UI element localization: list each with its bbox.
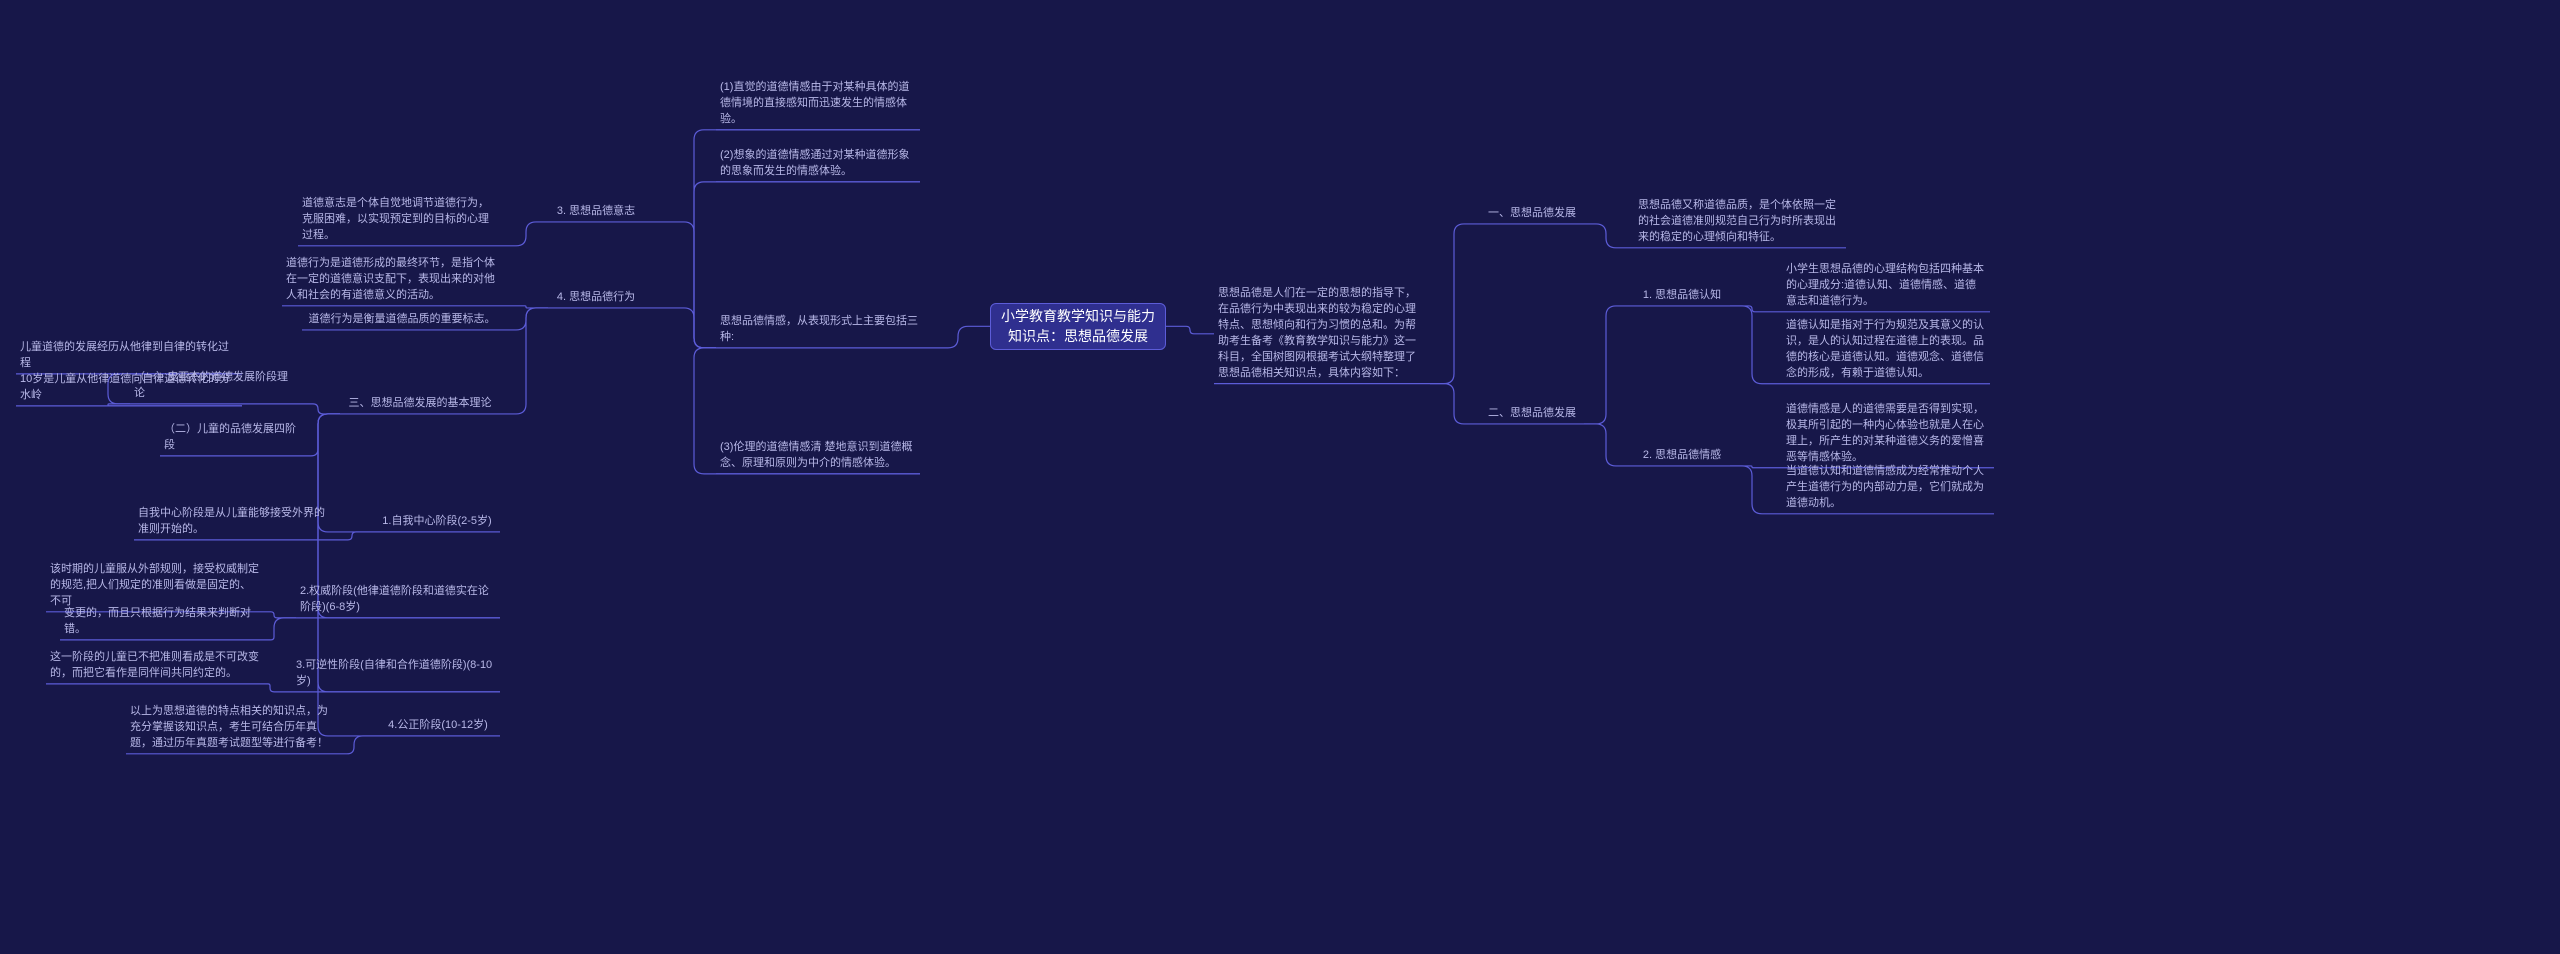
mindmap-node: 儿童道德的发展经历从他律到自律的转化过程	[16, 338, 242, 374]
mindmap-node: 道德情感是人的道德需要是否得到实现，极其所引起的一种内心体验也就是人在心理上，所…	[1782, 400, 1994, 468]
mindmap-node: (2)想象的道德情感通过对某种道德形象的思象而发生的情感体验。	[716, 146, 920, 182]
mindmap-node: 4.公正阶段(10-12岁)	[376, 716, 500, 736]
root-node: 小学教育教学知识与能力 知识点：思想品德发展	[990, 303, 1166, 350]
mindmap-node: (3)伦理的道德情感清 楚地意识到道德概念、原理和原则为中介的情感体验。	[716, 438, 920, 474]
mindmap-node: 二、思想品德发展	[1480, 404, 1584, 424]
mindmap-node: 三、思想品德发展的基本理论	[340, 394, 500, 414]
mindmap-node: 自我中心阶段是从儿童能够接受外界的准则开始的。	[134, 504, 338, 540]
mindmap-node: 2. 思想品德情感	[1634, 446, 1730, 466]
mindmap-node: 3.可逆性阶段(自律和合作道德阶段)(8-10岁)	[292, 656, 500, 692]
mindmap-node: (1)直觉的道德情感由于对某种具体的道德情境的直接感知而迅速发生的情感体验。	[716, 78, 920, 130]
mindmap-node: 3. 思想品德意志	[548, 202, 644, 222]
mindmap-node: 小学生思想品德的心理结构包括四种基本的心理成分:道德认知、道德情感、道德意志和道…	[1782, 260, 1990, 312]
mindmap-node: 这一阶段的儿童已不把准则看成是不可改变的，而把它看作是同伴间共同约定的。	[46, 648, 266, 684]
mindmap-node: 变更的，而且只根据行为结果来判断对错。	[60, 604, 268, 640]
mindmap-canvas	[0, 0, 2560, 954]
mindmap-node: 道德行为是道德形成的最终环节，是指个体在一定的道德意识支配下，表现出来的对他人和…	[282, 254, 502, 306]
mindmap-node: 道德认知是指对于行为规范及其意义的认识，是人的认知过程在道德上的表现。品德的核心…	[1782, 316, 1990, 384]
mindmap-node: 一、思想品德发展	[1480, 204, 1584, 224]
mindmap-node: 2.权威阶段(他律道德阶段和道德实在论阶段)(6-8岁)	[296, 582, 500, 618]
mindmap-node: 思想品德是人们在一定的思想的指导下，在品德行为中表现出来的较为稳定的心理特点、思…	[1214, 284, 1430, 384]
mindmap-node: 思想品德情感，从表现形式上主要包括三种:	[716, 312, 926, 348]
mindmap-node: 1. 思想品德认知	[1634, 286, 1730, 306]
mindmap-node: 1.自我中心阶段(2-5岁)	[374, 512, 500, 532]
mindmap-node: 道德行为是衡量道德品质的重要标志。	[302, 310, 502, 330]
mindmap-node: 10岁是儿童从他律道德向自律道德转化的分水岭	[16, 370, 242, 406]
mindmap-node: 以上为思想道德的特点相关的知识点，为充分掌握该知识点，考生可结合历年真题，通过历…	[126, 702, 340, 754]
mindmap-node: 当道德认知和道德情感成为经常推动个人产生道德行为的内部动力是，它们就成为道德动机…	[1782, 462, 1994, 514]
mindmap-node: 道德意志是个体自觉地调节道德行为，克服困难，以实现预定到的目标的心理过程。	[298, 194, 502, 246]
mindmap-node: 思想品德又称道德品质，是个体依照一定的社会道德准则规范自己行为时所表现出来的稳定…	[1634, 196, 1846, 248]
mindmap-node: （二）儿童的品德发展四阶段	[160, 420, 304, 456]
mindmap-node: 4. 思想品德行为	[548, 288, 644, 308]
